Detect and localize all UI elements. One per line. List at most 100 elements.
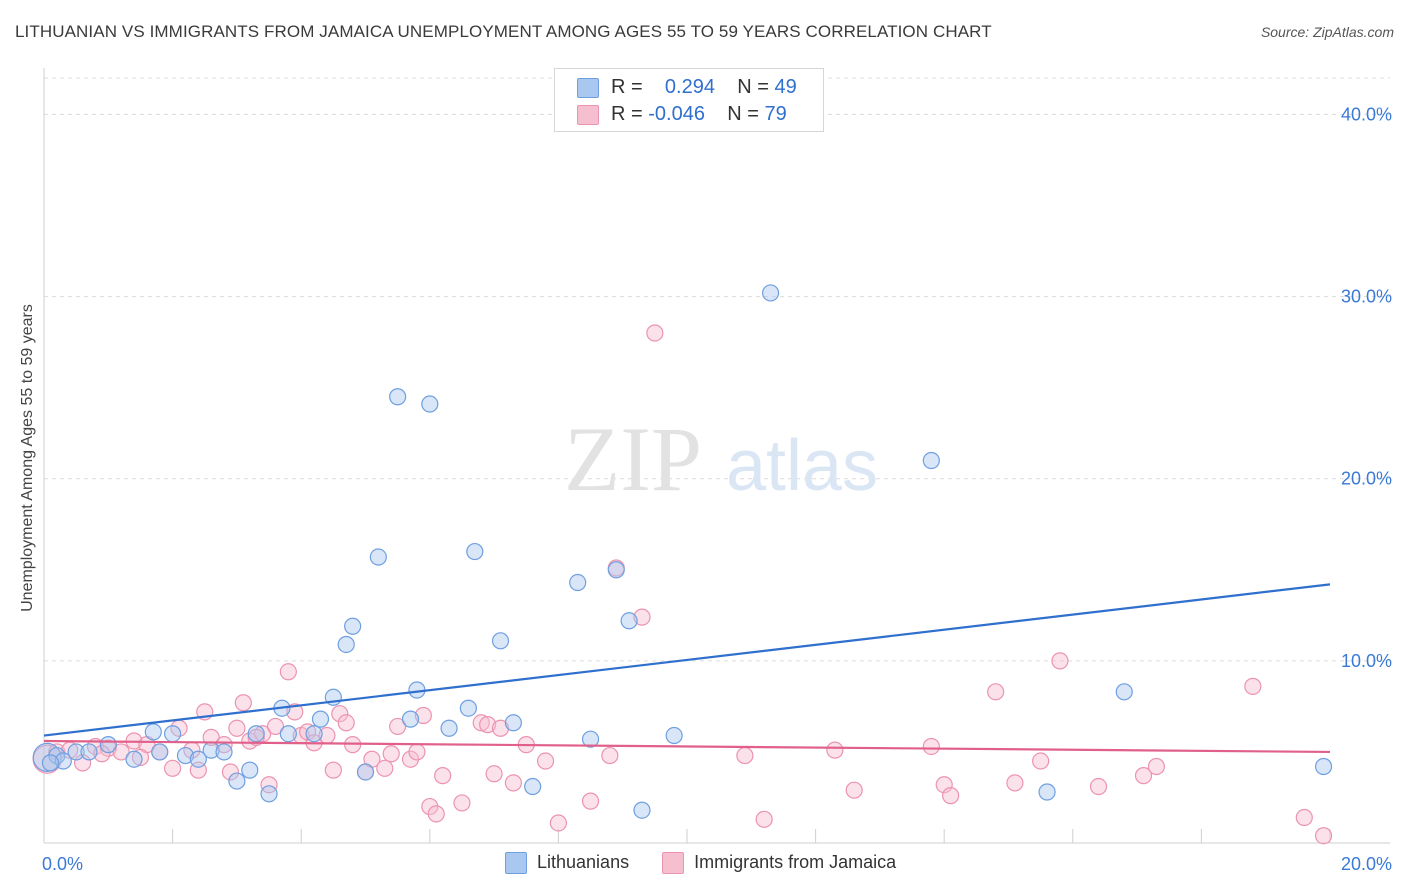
jamaica-point bbox=[382, 745, 400, 763]
lithuanian-point bbox=[620, 612, 638, 630]
jamaica-point bbox=[1295, 808, 1313, 827]
n-label: N = bbox=[727, 103, 759, 125]
lithuanian-point bbox=[164, 725, 182, 743]
lithuanian-point bbox=[337, 635, 355, 654]
legend-row-jamaica: R = -0.046 N = 79 bbox=[577, 101, 787, 127]
jamaica-point bbox=[247, 728, 265, 746]
n-value: 49 bbox=[774, 76, 797, 98]
r-label: R = bbox=[611, 103, 643, 125]
source-label: Source: ZipAtlas.com bbox=[1260, 24, 1394, 40]
jamaica-point bbox=[324, 761, 342, 779]
lithuanian-point bbox=[421, 395, 439, 413]
jamaica-point bbox=[260, 776, 278, 794]
lithuanian-point bbox=[665, 726, 683, 745]
lithuanian-point bbox=[311, 710, 330, 728]
correlation-legend: R = 0.294 N = 49 R = -0.046 N = 79 bbox=[554, 68, 824, 132]
jamaica-point bbox=[1006, 774, 1024, 792]
jamaica-swatch bbox=[662, 852, 685, 875]
lithuanian-point bbox=[144, 723, 162, 741]
y-tick-label: 40.0% bbox=[1341, 104, 1392, 124]
jamaica-point bbox=[922, 737, 940, 756]
jamaica-point bbox=[472, 714, 490, 732]
lithuanian-point bbox=[32, 742, 62, 772]
lithuanian-point bbox=[99, 736, 117, 754]
jamaica-point bbox=[1134, 767, 1153, 785]
jamaica-point bbox=[549, 814, 568, 832]
jamaica-points bbox=[32, 324, 1333, 845]
jamaica-point bbox=[1032, 752, 1050, 770]
series-legend: Lithuanians Immigrants from Jamaica bbox=[505, 852, 924, 875]
jamaica-point bbox=[504, 774, 522, 792]
lithuanian-point bbox=[356, 763, 375, 781]
lithuanian-point bbox=[581, 730, 600, 748]
jamaica-point bbox=[1147, 757, 1165, 776]
jamaica-point bbox=[987, 683, 1005, 701]
jamaica-point bbox=[755, 810, 773, 828]
legend-label: Immigrants from Jamaica bbox=[694, 852, 897, 872]
lithuanian-point bbox=[215, 743, 233, 761]
jamaica-point bbox=[408, 743, 426, 761]
lithuanian-point bbox=[189, 750, 207, 768]
legend-item-lithuanians: Lithuanians bbox=[505, 852, 629, 875]
gridlines bbox=[44, 77, 1390, 662]
lithuanian-point bbox=[1038, 783, 1056, 801]
n-value: 79 bbox=[764, 103, 787, 125]
legend-row-lithuanians: R = 0.294 N = 49 bbox=[577, 74, 797, 100]
lithuanian-point bbox=[67, 743, 85, 761]
jamaica-point bbox=[286, 703, 304, 721]
lithuanian-point bbox=[491, 632, 510, 650]
jamaica-point bbox=[215, 736, 233, 754]
y-tick-label: 10.0% bbox=[1341, 651, 1392, 671]
jamaica-point bbox=[266, 717, 285, 736]
lithuanian-point bbox=[344, 617, 362, 635]
jamaica-point bbox=[112, 743, 130, 761]
lithuanian-point bbox=[607, 561, 625, 579]
lithuanian-points bbox=[32, 284, 1333, 819]
jamaica-point bbox=[1244, 677, 1262, 695]
lithuanian-point bbox=[389, 388, 407, 406]
lithuanians-swatch bbox=[577, 77, 599, 98]
r-value: 0.294 bbox=[664, 76, 715, 98]
jamaica-point bbox=[826, 741, 844, 759]
jamaica-point bbox=[633, 608, 651, 626]
lithuanian-point bbox=[459, 699, 477, 717]
lithuanian-point bbox=[241, 761, 259, 779]
jamaica-point bbox=[485, 765, 503, 783]
jamaica-point bbox=[646, 324, 664, 342]
watermark: ZIP atlas bbox=[564, 408, 878, 510]
watermark-atlas: atlas bbox=[726, 426, 878, 506]
jamaica-point bbox=[479, 716, 497, 734]
jamaica-point bbox=[299, 723, 317, 741]
jamaica-point bbox=[131, 748, 150, 766]
jamaica-point bbox=[935, 776, 953, 794]
axes bbox=[43, 68, 1390, 844]
lithuanian-point bbox=[761, 284, 780, 302]
jamaica-point bbox=[601, 746, 619, 765]
jamaica-point bbox=[376, 759, 394, 777]
lithuanian-point bbox=[524, 777, 542, 796]
jamaica-point bbox=[491, 719, 510, 737]
jamaica-point bbox=[845, 781, 863, 799]
r-value: -0.046 bbox=[648, 103, 705, 125]
jamaica-trend-line bbox=[43, 739, 1331, 754]
lithuanian-point bbox=[247, 725, 265, 743]
jamaica-point bbox=[164, 759, 182, 777]
trend-lines bbox=[43, 583, 1331, 754]
y-tick-label: 30.0% bbox=[1341, 287, 1392, 307]
watermark-zip: ZIP bbox=[564, 408, 702, 510]
jamaica-point bbox=[337, 714, 355, 732]
jamaica-point bbox=[453, 794, 471, 812]
jamaica-point bbox=[581, 792, 600, 810]
lithuanian-point bbox=[369, 548, 387, 566]
lithuanian-point bbox=[279, 725, 297, 743]
jamaica-swatch bbox=[577, 104, 599, 125]
lithuanian-point bbox=[504, 714, 522, 732]
lithuanian-trend-line bbox=[43, 583, 1331, 737]
lithuanian-point bbox=[54, 752, 72, 770]
lithuanian-point bbox=[633, 801, 651, 819]
jamaica-point bbox=[1314, 827, 1333, 845]
lithuanian-point bbox=[569, 573, 587, 592]
x-tick-label: 20.0% bbox=[1341, 854, 1392, 874]
x-tick-label: 0.0% bbox=[42, 854, 83, 874]
